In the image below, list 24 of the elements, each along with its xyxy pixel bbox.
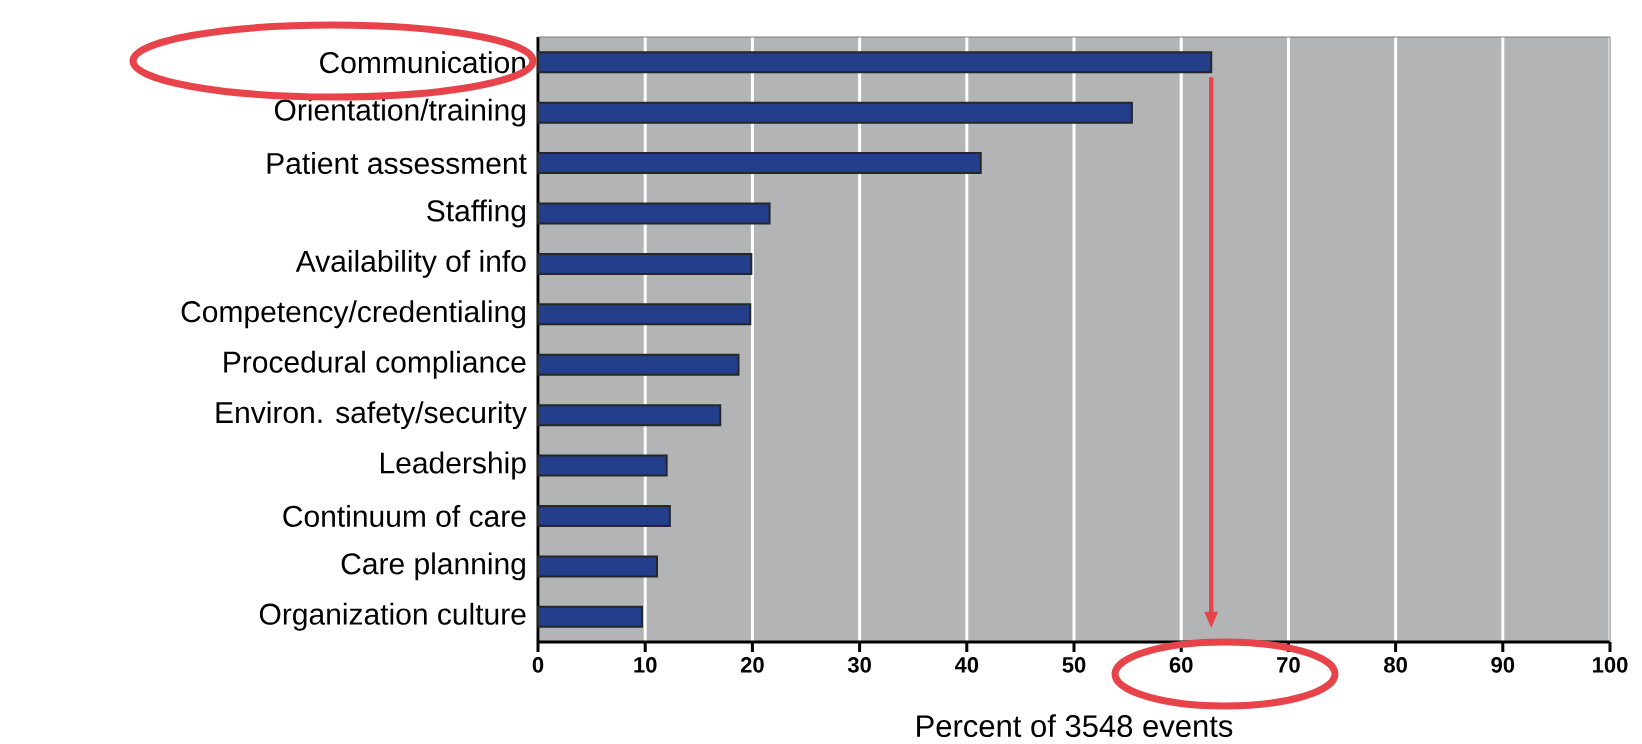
x-tick-label: 30 xyxy=(847,657,871,673)
y-tick-label: Care planning xyxy=(341,552,525,581)
x-tick-label: 50 xyxy=(1062,657,1086,673)
y-tick-label: Staffing xyxy=(427,199,526,228)
x-tick-label: 80 xyxy=(1384,657,1407,673)
y-tick-label: Competency/credentialing xyxy=(181,300,525,329)
y-tick-label: Organization culture xyxy=(259,602,526,631)
y-tick-label: Continuum of care xyxy=(283,504,526,527)
x-tick-label: 0 xyxy=(532,657,544,673)
x-tick-label: 60 xyxy=(1169,657,1193,673)
y-tick-label: Procedural compliance xyxy=(224,350,526,379)
y-tick-label: Availability of info xyxy=(295,249,526,278)
x-tick-label: 100 xyxy=(1593,657,1628,673)
y-tick-label: Environ. safety/security xyxy=(216,401,527,430)
x-tick-label: 90 xyxy=(1491,657,1515,673)
x-tick-label: 10 xyxy=(634,657,657,673)
x-axis-title: Percent of 3548 events xyxy=(917,714,1233,738)
x-tick-label: 40 xyxy=(954,657,979,673)
y-tick-label: Leadership xyxy=(380,451,526,480)
y-tick-label: Orientation/training xyxy=(274,98,525,127)
y-tick-label: Patient assessment xyxy=(267,152,527,175)
x-tick-label: 20 xyxy=(740,657,764,673)
x-tick-label: 70 xyxy=(1277,657,1300,673)
y-tick-label: Communication xyxy=(320,51,525,74)
